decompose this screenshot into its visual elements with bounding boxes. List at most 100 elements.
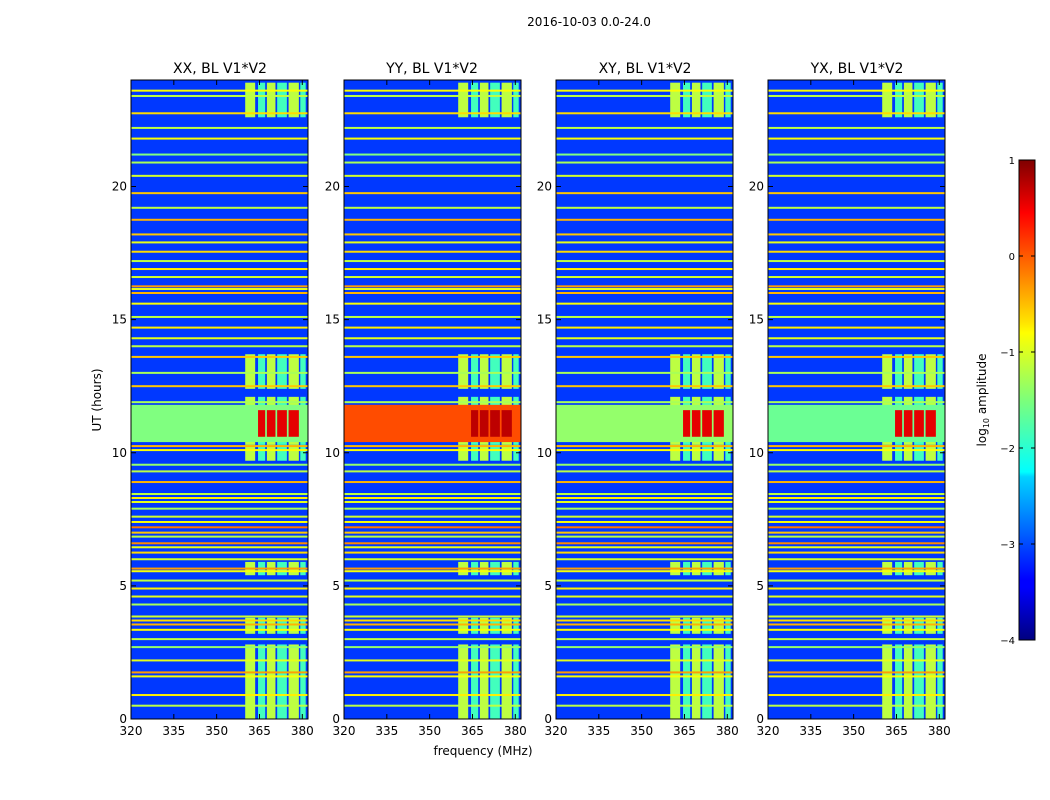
horizontal-line	[344, 315, 521, 318]
rfi-band-block	[513, 644, 519, 719]
rfi-band-block	[501, 354, 512, 389]
rfi-band-block	[458, 644, 469, 719]
horizontal-line	[344, 192, 521, 195]
rfi-band-block	[245, 354, 256, 389]
horizontal-line	[344, 638, 521, 641]
horizontal-line	[131, 638, 308, 641]
horizontal-line	[131, 126, 308, 129]
rfi-band-block	[670, 644, 681, 719]
rfi-band-block	[713, 644, 724, 719]
horizontal-line	[344, 551, 521, 554]
horizontal-line	[344, 449, 521, 452]
horizontal-line	[556, 89, 733, 92]
horizontal-line	[556, 371, 733, 374]
x-tick-label: 320	[757, 724, 780, 738]
y-tick-label: 5	[119, 579, 127, 593]
horizontal-line	[344, 481, 521, 484]
rfi-band-block	[725, 644, 731, 719]
horizontal-line	[556, 603, 733, 606]
rfi-band-block	[258, 82, 266, 118]
horizontal-line	[344, 206, 521, 209]
x-tick-label: 365	[461, 724, 484, 738]
horizontal-line	[344, 137, 521, 140]
rfi-band-block	[471, 444, 479, 461]
horizontal-line	[556, 623, 733, 626]
rfi-band-block	[702, 617, 712, 634]
panel-yx: YX, BL V1*V2 320 335 350 365 380 0 5 10 15 20	[749, 61, 951, 738]
horizontal-line	[768, 570, 945, 573]
horizontal-line	[131, 89, 308, 92]
horizontal-line	[556, 470, 733, 473]
horizontal-line	[131, 526, 308, 529]
horizontal-line	[344, 89, 521, 92]
rfi-band-block	[513, 82, 519, 118]
y-tick-label: 20	[112, 180, 127, 194]
horizontal-line	[768, 250, 945, 253]
horizontal-line	[131, 542, 308, 545]
horizontal-line	[768, 337, 945, 340]
rfi-band-block	[501, 644, 512, 719]
horizontal-line	[344, 161, 521, 164]
horizontal-line	[556, 292, 733, 294]
horizontal-line	[131, 497, 308, 500]
heatmap-area	[131, 80, 308, 719]
horizontal-line	[131, 535, 308, 538]
horizontal-line	[768, 493, 945, 496]
colorbar-tick-label: −2	[1000, 444, 1015, 455]
colorbar-tick-label: 1	[1009, 156, 1015, 167]
horizontal-line	[131, 337, 308, 340]
rfi-band-block	[258, 444, 266, 461]
horizontal-line	[344, 174, 521, 177]
rfi-band-block	[245, 82, 256, 118]
horizontal-line	[344, 694, 521, 697]
y-tick-label: 15	[749, 313, 764, 327]
rfi-band-block	[258, 354, 266, 389]
horizontal-line	[768, 137, 945, 140]
x-tick-label: 350	[842, 724, 865, 738]
rfi-band-block	[702, 444, 712, 461]
horizontal-line	[131, 94, 308, 97]
horizontal-line	[344, 603, 521, 606]
rfi-band-block	[245, 617, 256, 634]
horizontal-line	[344, 595, 521, 598]
rfi-band-block	[490, 617, 500, 634]
horizontal-line	[344, 463, 521, 466]
horizontal-line	[131, 401, 308, 404]
horizontal-line	[768, 595, 945, 598]
horizontal-line	[768, 302, 945, 305]
horizontal-line	[556, 535, 733, 538]
horizontal-line	[556, 587, 733, 590]
axes-frame	[130, 79, 309, 720]
horizontal-line	[131, 704, 308, 707]
event-peak	[490, 410, 500, 437]
horizontal-line	[344, 671, 521, 674]
horizontal-line	[768, 603, 945, 606]
horizontal-line	[344, 285, 521, 288]
rfi-band-block	[479, 354, 489, 389]
horizontal-line	[556, 250, 733, 253]
horizontal-line	[556, 542, 733, 545]
event-peak	[266, 410, 276, 437]
x-tick-label: 365	[248, 724, 271, 738]
rfi-band-block	[479, 617, 489, 634]
rfi-band-block	[683, 82, 691, 118]
rfi-band-block	[513, 617, 519, 634]
horizontal-line	[556, 520, 733, 523]
event-peak	[277, 410, 287, 437]
horizontal-line	[556, 501, 733, 504]
panel-yy: YY, BL V1*V2 320 335 350 365 380 0 5 10 15 20	[325, 61, 527, 738]
horizontal-line	[344, 507, 521, 510]
horizontal-line	[768, 659, 945, 662]
horizontal-line	[556, 401, 733, 404]
horizontal-line	[768, 218, 945, 221]
rfi-band-block	[458, 444, 469, 461]
horizontal-line	[344, 371, 521, 374]
horizontal-line	[768, 285, 945, 288]
horizontal-line	[344, 646, 521, 649]
rfi-band-block	[277, 354, 287, 389]
horizontal-line	[131, 302, 308, 305]
horizontal-line	[556, 493, 733, 496]
horizontal-line	[344, 233, 521, 236]
horizontal-line	[131, 345, 308, 348]
horizontal-line	[768, 694, 945, 697]
